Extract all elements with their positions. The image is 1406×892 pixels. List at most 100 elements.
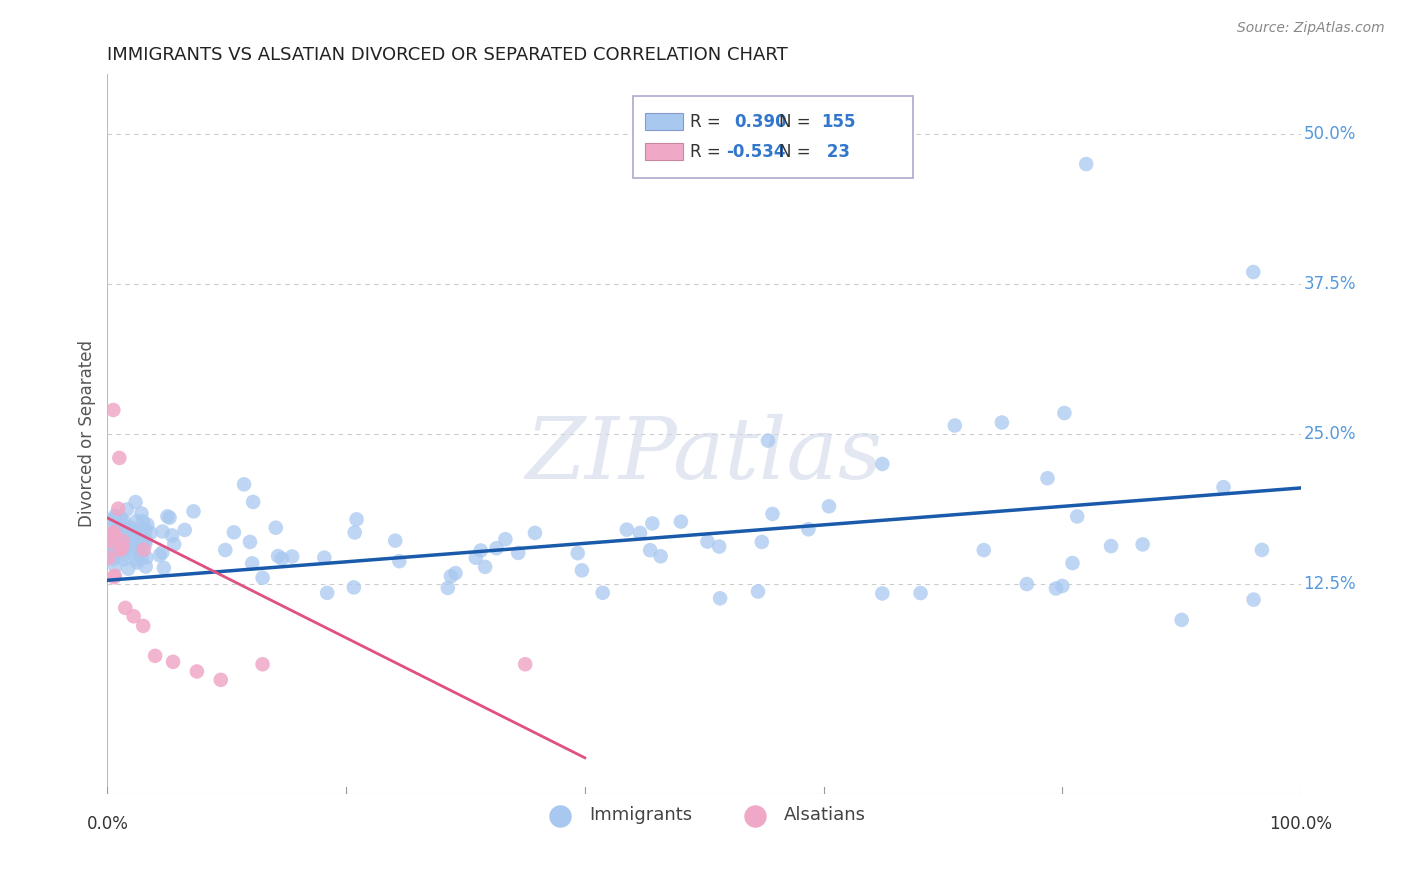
- Point: [233, 477, 256, 491]
- Point: [103, 525, 125, 540]
- Point: [444, 566, 467, 581]
- Point: [316, 586, 339, 600]
- Point: [97, 550, 120, 565]
- Point: [100, 529, 122, 543]
- Point: [112, 517, 135, 532]
- Point: [152, 524, 174, 539]
- Point: [343, 525, 366, 540]
- Point: [872, 457, 894, 471]
- Point: [120, 528, 142, 542]
- Point: [135, 559, 157, 574]
- Point: [129, 527, 152, 541]
- Point: [136, 517, 159, 532]
- Point: [281, 549, 304, 564]
- Point: [108, 516, 131, 530]
- Point: [122, 609, 145, 624]
- Text: Source: ZipAtlas.com: Source: ZipAtlas.com: [1237, 21, 1385, 36]
- Point: [107, 526, 129, 541]
- Point: [125, 553, 148, 567]
- Text: 155: 155: [821, 112, 856, 130]
- Point: [111, 537, 134, 551]
- Point: [252, 571, 274, 585]
- Point: [756, 434, 779, 448]
- Point: [508, 546, 530, 560]
- Point: [135, 550, 157, 565]
- Point: [153, 561, 176, 575]
- Bar: [644, 144, 683, 161]
- Point: [101, 552, 124, 566]
- Point: [474, 559, 496, 574]
- Point: [143, 648, 166, 663]
- Point: [125, 541, 148, 555]
- Text: N =: N =: [779, 143, 817, 161]
- Point: [115, 502, 138, 516]
- Point: [1243, 592, 1265, 607]
- Point: [523, 525, 546, 540]
- Point: [107, 528, 129, 542]
- Point: [114, 530, 136, 544]
- Point: [592, 586, 614, 600]
- Point: [464, 550, 486, 565]
- Point: [121, 531, 143, 545]
- Point: [388, 554, 411, 568]
- Point: [669, 515, 692, 529]
- Point: [111, 530, 134, 544]
- Point: [616, 523, 638, 537]
- Point: [973, 543, 995, 558]
- Point: [470, 543, 492, 558]
- Point: [638, 543, 661, 558]
- Point: [222, 525, 245, 540]
- Point: [104, 508, 127, 523]
- Point: [115, 521, 138, 535]
- Point: [131, 507, 153, 521]
- Text: 50.0%: 50.0%: [1303, 125, 1355, 143]
- Point: [131, 549, 153, 564]
- Point: [101, 526, 124, 541]
- Point: [108, 522, 131, 536]
- Point: [110, 530, 132, 544]
- Point: [124, 495, 146, 509]
- Point: [709, 591, 731, 606]
- Point: [107, 542, 129, 557]
- Point: [107, 531, 129, 545]
- Point: [112, 552, 135, 566]
- Text: 23: 23: [821, 143, 851, 161]
- Bar: [644, 113, 683, 130]
- Point: [111, 522, 134, 536]
- Point: [160, 528, 183, 542]
- Point: [1251, 542, 1274, 557]
- Point: [1015, 577, 1038, 591]
- Point: [107, 532, 129, 546]
- Point: [107, 501, 129, 516]
- Point: [156, 509, 179, 524]
- Point: [149, 549, 172, 563]
- Point: [1052, 579, 1074, 593]
- Point: [991, 416, 1014, 430]
- Point: [132, 515, 155, 529]
- Text: 0.0%: 0.0%: [86, 815, 128, 833]
- Point: [1170, 613, 1192, 627]
- Point: [1053, 406, 1076, 420]
- Point: [118, 525, 141, 540]
- Point: [494, 533, 516, 547]
- Point: [103, 548, 125, 562]
- Point: [346, 512, 368, 526]
- Point: [240, 557, 263, 571]
- Point: [214, 543, 236, 558]
- Point: [98, 532, 121, 546]
- Point: [173, 523, 195, 537]
- Text: IMMIGRANTS VS ALSATIAN DIVORCED OR SEPARATED CORRELATION CHART: IMMIGRANTS VS ALSATIAN DIVORCED OR SEPAR…: [107, 46, 789, 64]
- Point: [112, 543, 135, 558]
- Point: [104, 559, 127, 574]
- Point: [751, 535, 773, 549]
- Point: [111, 541, 134, 555]
- Point: [628, 525, 651, 540]
- Point: [111, 533, 134, 548]
- Text: N =: N =: [779, 112, 817, 130]
- Point: [131, 535, 153, 549]
- Text: 12.5%: 12.5%: [1303, 574, 1355, 593]
- Text: 25.0%: 25.0%: [1303, 425, 1355, 443]
- Point: [485, 541, 508, 556]
- Text: -0.534: -0.534: [725, 143, 785, 161]
- Point: [98, 539, 121, 553]
